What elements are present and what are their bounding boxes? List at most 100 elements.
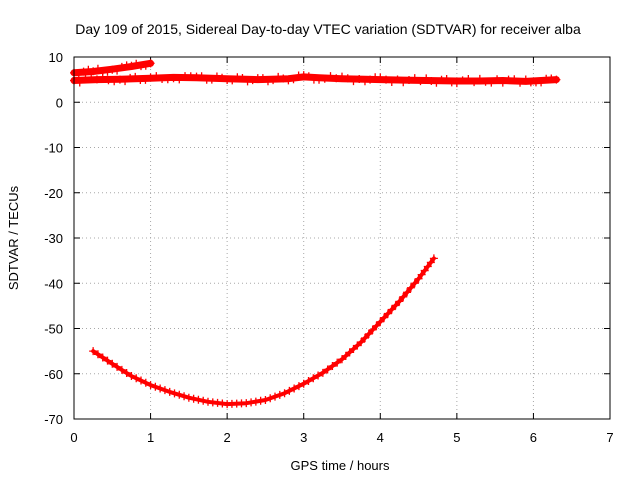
data-point (417, 270, 426, 279)
data-point (284, 76, 293, 85)
data-point (108, 65, 117, 74)
data-point (89, 67, 98, 76)
data-point (251, 397, 260, 406)
data-point (516, 78, 525, 87)
data-point (290, 384, 299, 393)
data-point (98, 353, 107, 362)
data-point (263, 77, 272, 86)
x-tick-labels: 0 1 2 3 4 5 6 7 (70, 430, 613, 445)
data-point (343, 74, 352, 83)
y-tick-label: 10 (49, 50, 63, 65)
data-point (391, 301, 400, 310)
data-point (122, 368, 131, 377)
data-point (117, 365, 126, 374)
y-tick-labels: -70 -60 -50 -40 -30 -20 -10 0 10 (44, 50, 63, 427)
data-point (271, 392, 279, 401)
data-point (189, 394, 198, 403)
data-point (333, 358, 342, 367)
x-tick-label: 5 (453, 430, 460, 445)
series-group (70, 59, 561, 409)
data-point (372, 321, 381, 330)
data-point (89, 347, 98, 356)
y-tick-label: -20 (44, 186, 63, 201)
data-point (108, 359, 117, 368)
data-point (432, 78, 441, 87)
data-point (243, 77, 252, 86)
data-point (256, 396, 265, 405)
data-point (406, 283, 415, 292)
data-point (194, 395, 203, 404)
data-point (127, 61, 136, 70)
data-point (117, 62, 126, 71)
data-point (403, 288, 412, 297)
data-point (146, 381, 155, 390)
data-point (552, 75, 561, 84)
x-axis-title: GPS time / hours (291, 458, 390, 473)
data-point (299, 71, 308, 80)
data-point (113, 66, 122, 75)
data-point (338, 355, 346, 364)
data-point (355, 75, 364, 84)
data-point (151, 382, 160, 391)
series-2 (70, 71, 561, 88)
data-point (75, 78, 84, 87)
data-point (364, 329, 373, 338)
data-point (279, 74, 288, 83)
data-point (341, 351, 350, 360)
data-point (156, 384, 165, 393)
data-point (280, 389, 289, 398)
data-point (547, 74, 556, 83)
data-point (399, 78, 408, 87)
data-point (427, 77, 436, 86)
data-point (537, 78, 546, 87)
x-tick-label: 3 (300, 430, 307, 445)
data-point (160, 386, 169, 395)
data-point (387, 78, 396, 87)
y-tick-label: -60 (44, 367, 63, 382)
data-point (110, 77, 119, 86)
data-point (420, 266, 429, 275)
data-point (184, 393, 193, 402)
data-point (493, 75, 502, 84)
data-point (141, 61, 150, 70)
data-point (357, 338, 366, 347)
data-point (115, 75, 124, 84)
series-1 (70, 59, 155, 79)
data-point (103, 67, 112, 76)
data-point (380, 313, 389, 322)
data-point (349, 77, 358, 86)
data-point (447, 78, 456, 87)
y-tick-label: -40 (44, 276, 63, 291)
data-point (266, 394, 275, 403)
data-point (131, 72, 140, 81)
data-point (199, 396, 208, 405)
data-point (299, 379, 308, 388)
data-point (320, 74, 329, 83)
data-point (452, 79, 461, 88)
data-point (368, 325, 377, 334)
data-point (423, 262, 432, 271)
data-point (481, 77, 490, 86)
data-point (218, 73, 227, 82)
data-point (113, 362, 122, 371)
x-tick-label: 2 (224, 430, 231, 445)
data-point (426, 258, 435, 267)
data-point (175, 390, 184, 399)
data-point (399, 292, 408, 301)
data-point (410, 74, 419, 83)
data-point (294, 382, 303, 391)
data-point (470, 78, 479, 87)
data-point (81, 75, 90, 84)
y-tick-label: -10 (44, 141, 63, 156)
y-tick-label: -70 (44, 412, 63, 427)
data-point (376, 73, 385, 82)
data-point (422, 74, 431, 83)
data-point (87, 73, 96, 82)
y-axis-title: SDTVAR / TECUs (6, 185, 21, 290)
data-point (248, 76, 257, 85)
plot-frame (73, 56, 611, 420)
data-point (387, 305, 396, 314)
data-point (127, 372, 136, 381)
data-point (132, 374, 141, 383)
data-point (165, 387, 174, 396)
